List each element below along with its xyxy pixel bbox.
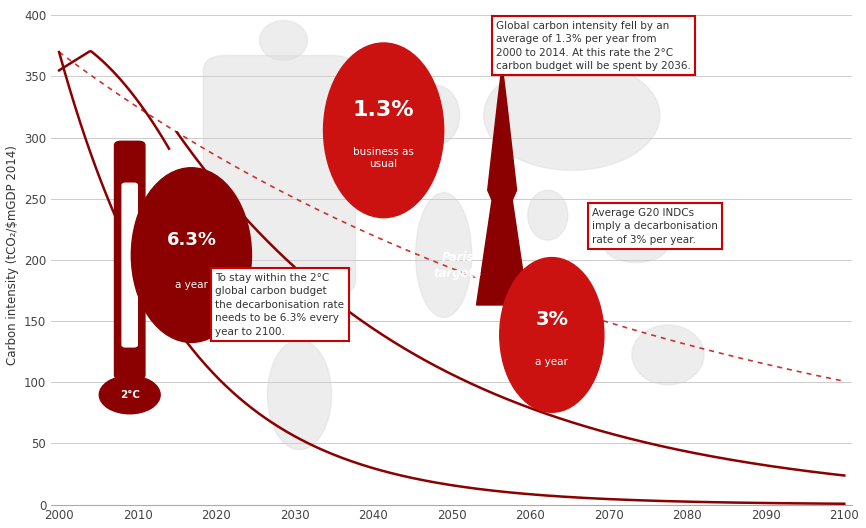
- Ellipse shape: [527, 190, 568, 240]
- Ellipse shape: [132, 168, 251, 342]
- Text: a year: a year: [535, 357, 568, 367]
- Text: To stay within the 2°C
global carbon budget
the decarbonisation rate
needs to be: To stay within the 2°C global carbon bud…: [216, 272, 345, 337]
- Text: 2°C: 2°C: [120, 390, 139, 400]
- Ellipse shape: [500, 258, 604, 412]
- Text: Paris
targets: Paris targets: [434, 251, 482, 279]
- Ellipse shape: [632, 325, 704, 385]
- Ellipse shape: [268, 340, 332, 450]
- Ellipse shape: [604, 228, 668, 262]
- Text: business as
usual: business as usual: [353, 147, 414, 169]
- FancyBboxPatch shape: [122, 183, 138, 347]
- Text: 3%: 3%: [535, 310, 568, 329]
- Text: 6.3%: 6.3%: [166, 231, 216, 249]
- Text: Global carbon intensity fell by an
average of 1.3% per year from
2000 to 2014. A: Global carbon intensity fell by an avera…: [495, 21, 690, 71]
- Ellipse shape: [324, 43, 443, 218]
- Text: Average G20 INDCs
imply a decarbonisation
rate of 3% per year.: Average G20 INDCs imply a decarbonisatio…: [591, 208, 718, 245]
- Text: a year: a year: [175, 280, 208, 290]
- Polygon shape: [476, 65, 527, 305]
- Ellipse shape: [411, 86, 460, 145]
- Text: 1.3%: 1.3%: [352, 100, 415, 120]
- Ellipse shape: [416, 193, 472, 317]
- FancyBboxPatch shape: [204, 55, 356, 295]
- Ellipse shape: [260, 21, 307, 60]
- Y-axis label: Carbon intensity (tCO₂/$mGDP 2014): Carbon intensity (tCO₂/$mGDP 2014): [5, 145, 18, 365]
- FancyBboxPatch shape: [114, 142, 145, 379]
- Circle shape: [100, 376, 160, 414]
- Ellipse shape: [484, 60, 660, 170]
